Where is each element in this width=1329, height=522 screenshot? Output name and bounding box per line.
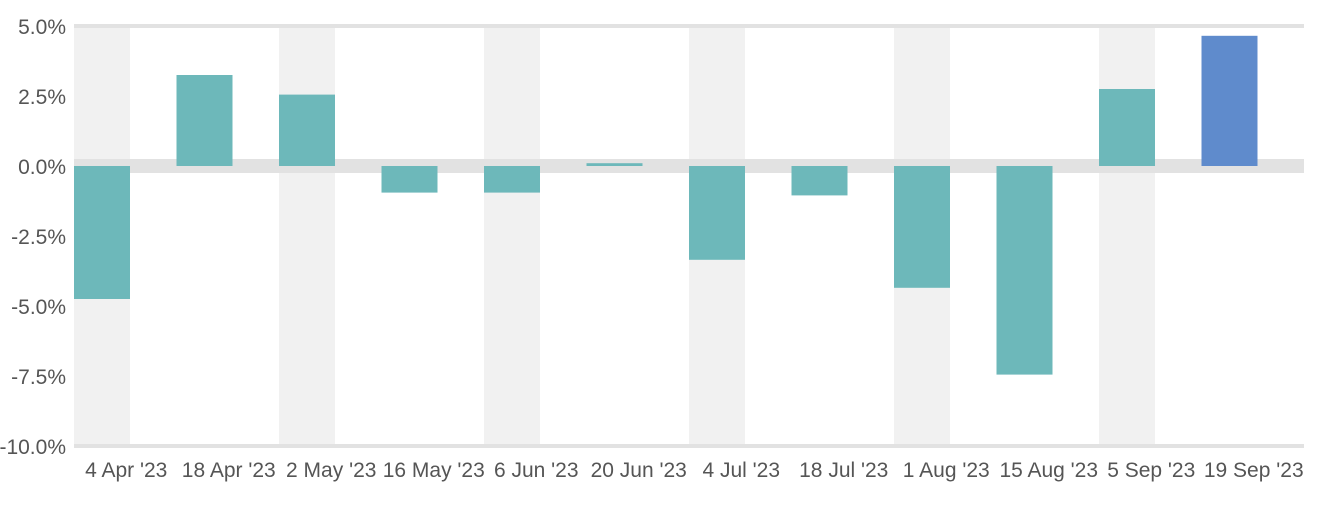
x-tick-label: 2 May '23 [286, 459, 376, 482]
bar-highlighted [1201, 35, 1258, 166]
bar [791, 166, 848, 196]
x-tick-label: 1 Aug '23 [903, 459, 990, 482]
x-tick-label: 19 Sep '23 [1204, 459, 1304, 482]
bars [74, 35, 1258, 375]
bar [279, 94, 335, 166]
bar [689, 166, 745, 260]
bar [1099, 89, 1155, 166]
bar [484, 166, 540, 193]
y-tick-label: -2.5% [11, 226, 66, 249]
x-tick-label: 18 Jul '23 [799, 459, 888, 482]
x-axis-tick-labels: 4 Apr '23 18 Apr '23 2 May '23 16 May '23 6 … [85, 459, 1304, 482]
y-tick-label: -5.0% [11, 296, 66, 319]
y-tick-label: 0.0% [18, 156, 66, 179]
x-tick-label: 16 May '23 [383, 459, 485, 482]
column-stripe [484, 26, 540, 446]
bar [586, 163, 643, 166]
gridlines [74, 24, 1304, 448]
x-tick-label: 20 Jun '23 [591, 459, 687, 482]
x-tick-label: 5 Sep '23 [1107, 459, 1195, 482]
bar [176, 75, 233, 166]
x-tick-label: 15 Aug '23 [999, 459, 1098, 482]
y-axis-tick-labels: 5.0% 2.5% 0.0% -2.5% -5.0% -7.5% -10.0% [0, 16, 66, 459]
bar [996, 166, 1053, 375]
bar [894, 166, 950, 288]
bar [74, 166, 130, 299]
y-tick-label: -7.5% [11, 366, 66, 389]
y-tick-label: -10.0% [0, 436, 66, 459]
bar [381, 166, 438, 193]
y-tick-label: 5.0% [18, 16, 66, 39]
x-tick-label: 4 Apr '23 [85, 459, 167, 482]
x-tick-label: 18 Apr '23 [182, 459, 276, 482]
y-tick-label: 2.5% [18, 86, 66, 109]
x-tick-label: 4 Jul '23 [702, 459, 780, 482]
x-tick-label: 6 Jun '23 [494, 459, 579, 482]
column-stripe [279, 26, 335, 446]
column-stripes [74, 26, 1155, 446]
